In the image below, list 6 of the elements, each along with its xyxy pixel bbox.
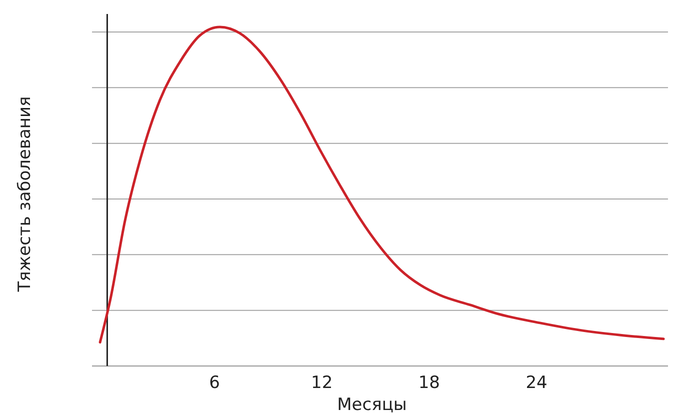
x-tick-label: 18 (418, 373, 440, 393)
x-tick-label: 24 (526, 373, 548, 393)
x-tick-label: 6 (209, 373, 220, 393)
x-tick-label: 12 (311, 373, 333, 393)
x-axis-title: Месяцы (337, 395, 407, 414)
y-axis-title: Тяжесть заболевания (15, 96, 35, 293)
